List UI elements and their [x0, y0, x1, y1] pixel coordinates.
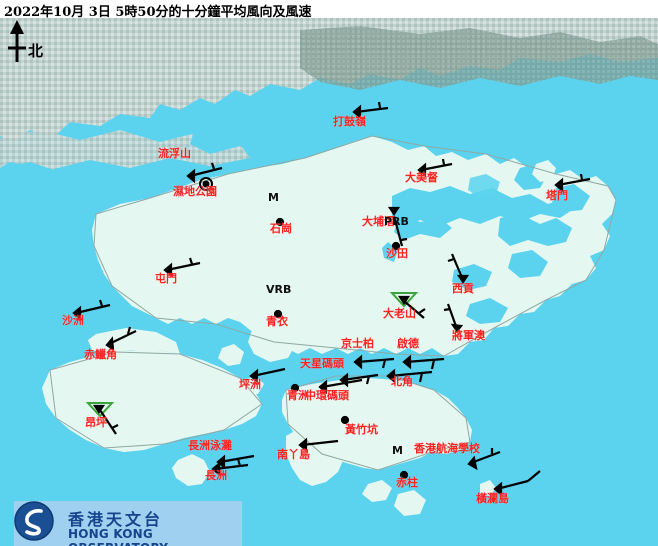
station-label-9[interactable]: 西貢 — [452, 282, 474, 295]
title-bar: 2022年10月 3日 5時50分的十分鐘平均風向及風速 — [0, 0, 658, 20]
station-label-3[interactable]: 石崗 — [270, 222, 292, 235]
station-label-16[interactable]: 啟德 — [397, 337, 419, 350]
station-label-14[interactable]: 將軍澳 — [452, 329, 485, 342]
station-label-21[interactable]: 中環碼頭 — [305, 389, 349, 402]
station-label-1[interactable]: 濕地公園 — [173, 185, 217, 198]
station-label-12[interactable]: 青衣 — [266, 315, 288, 328]
station-label-17[interactable]: 坪洲 — [239, 378, 261, 391]
logo-chinese-text: 香港天文台 — [68, 510, 164, 529]
station-label-7[interactable]: 沙田 — [386, 247, 408, 260]
station-code-7: PRB — [384, 215, 409, 228]
station-label-18[interactable]: 天星碼頭 — [300, 357, 344, 370]
station-code-27: M — [392, 444, 403, 457]
station-label-10[interactable]: 沙洲 — [62, 314, 84, 327]
station-code-12: VRB — [266, 283, 292, 296]
station-label-28[interactable]: 長洲 — [205, 469, 227, 482]
station-label-2[interactable]: 打鼓嶺 — [333, 115, 366, 128]
station-label-20[interactable]: 青洲 — [287, 389, 309, 402]
station-code-3: M — [268, 191, 279, 204]
north-arrow-icon — [8, 20, 26, 62]
hko-circle-logo-icon — [14, 501, 54, 541]
station-label-23[interactable]: 黃竹坑 — [345, 423, 378, 436]
station-label-8[interactable]: 屯門 — [155, 272, 177, 285]
station-label-4[interactable]: 大美督 — [405, 171, 438, 184]
station-label-5[interactable]: 塔門 — [546, 189, 568, 202]
station-label-26[interactable]: 南丫島 — [277, 448, 310, 461]
logo-english-text: HONG KONG OBSERVATORY — [68, 527, 168, 546]
station-label-11[interactable]: 赤鱲角 — [84, 348, 117, 361]
station-label-15[interactable]: 京士柏 — [341, 337, 374, 350]
station-label-0[interactable]: 流浮山 — [158, 147, 191, 160]
map-geometry — [0, 18, 658, 546]
station-label-29[interactable]: 橫瀾島 — [476, 492, 509, 505]
map-canvas[interactable]: 北 — [0, 18, 658, 546]
station-label-13[interactable]: 大老山 — [383, 307, 416, 320]
station-label-22[interactable]: 昂坪 — [85, 416, 107, 429]
station-label-24[interactable]: 香港航海學校 — [414, 442, 480, 455]
north-label: 北 — [28, 42, 44, 60]
station-label-25[interactable]: 長洲泳灘 — [188, 439, 232, 452]
station-label-19[interactable]: 北角 — [391, 375, 413, 388]
station-label-27[interactable]: 赤柱 — [396, 476, 418, 489]
page-title: 2022年10月 3日 5時50分的十分鐘平均風向及風速 — [4, 5, 312, 20]
hko-logo: 香港天文台 HONG KONG OBSERVATORY — [14, 501, 242, 546]
station-label-6[interactable]: 大埔滘 — [362, 215, 395, 228]
